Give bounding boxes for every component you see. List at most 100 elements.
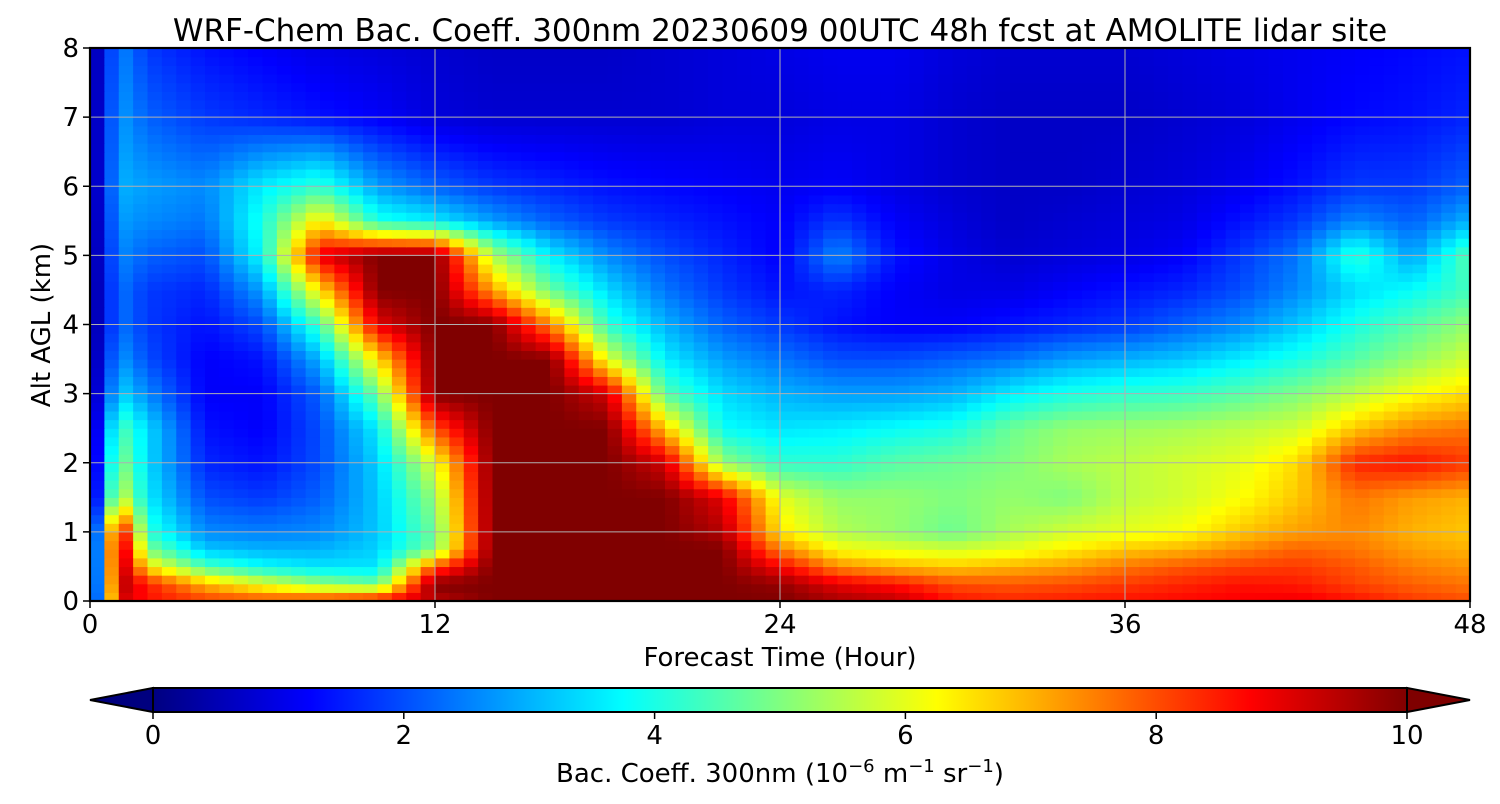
heatmap-cell <box>880 289 896 300</box>
heatmap-cell <box>780 393 795 403</box>
heatmap-cell <box>593 359 609 369</box>
heatmap-cell <box>1096 523 1112 533</box>
heatmap-cell <box>1211 488 1227 498</box>
heatmap-cell <box>923 350 939 360</box>
heatmap-cell <box>550 462 565 472</box>
heatmap-cell <box>1283 384 1299 395</box>
heatmap-cell <box>291 445 307 455</box>
heatmap-cell <box>377 333 393 343</box>
heatmap-cell <box>794 566 810 576</box>
heatmap-cell <box>1426 341 1442 352</box>
heatmap-cell <box>1398 289 1414 300</box>
heatmap-cell <box>550 160 565 170</box>
heatmap-cell <box>607 289 623 300</box>
heatmap-cell <box>1038 592 1054 601</box>
heatmap-cell <box>363 298 379 308</box>
heatmap-cell <box>463 350 479 360</box>
heatmap-cell <box>1125 445 1140 455</box>
heatmap-cell <box>104 384 120 395</box>
heatmap-cell <box>219 419 235 429</box>
heatmap-cell <box>104 575 120 585</box>
heatmap-cell <box>1225 445 1241 455</box>
heatmap-cell <box>1369 488 1385 498</box>
heatmap-cell <box>665 194 680 205</box>
heatmap-cell <box>1283 523 1299 533</box>
heatmap-cell <box>880 428 896 438</box>
heatmap-cell <box>1398 220 1414 231</box>
heatmap-cell <box>736 523 752 533</box>
heatmap-cell <box>391 203 407 213</box>
heatmap-cell <box>966 359 982 369</box>
heatmap-cell <box>1254 436 1270 447</box>
heatmap-cell <box>751 445 767 455</box>
heatmap-cell <box>1283 419 1299 429</box>
heatmap-cell <box>449 246 465 256</box>
heatmap-cell <box>133 350 149 360</box>
heatmap-cell <box>550 445 565 455</box>
heatmap-cell <box>722 350 738 360</box>
heatmap-cell <box>981 315 997 326</box>
heatmap-cell <box>1225 393 1241 403</box>
heatmap-cell <box>1240 151 1255 161</box>
heatmap-cell <box>506 289 522 300</box>
heatmap-cell <box>463 376 479 386</box>
heatmap-cell <box>406 428 422 438</box>
heatmap-cell <box>693 557 709 568</box>
heatmap-cell <box>923 307 939 317</box>
heatmap-cell <box>1139 454 1155 464</box>
heatmap-cell <box>851 246 867 256</box>
heatmap-cell <box>1441 488 1457 498</box>
heatmap-cell <box>1355 497 1370 507</box>
heatmap-cell <box>1412 212 1428 222</box>
heatmap-cell <box>133 419 149 429</box>
heatmap-cell <box>449 341 465 352</box>
heatmap-cell <box>722 557 738 568</box>
heatmap-cell <box>506 575 522 585</box>
heatmap-cell <box>1225 194 1241 205</box>
heatmap-cell <box>1096 488 1112 498</box>
heatmap-cell <box>449 436 465 447</box>
heatmap-cell <box>1297 307 1313 317</box>
heatmap-cell <box>1240 376 1255 386</box>
heatmap-cell <box>90 212 105 222</box>
heatmap-cell <box>636 488 652 498</box>
heatmap-cell <box>320 384 335 395</box>
heatmap-cell <box>205 168 220 179</box>
heatmap-cell <box>1268 289 1284 300</box>
heatmap-cell <box>621 315 637 326</box>
heatmap-cell <box>780 549 795 559</box>
heatmap-cell <box>90 289 105 300</box>
heatmap-cell <box>866 557 882 568</box>
heatmap-cell <box>1096 220 1112 231</box>
heatmap-cell <box>578 298 594 308</box>
heatmap-cell <box>1340 168 1356 179</box>
heatmap-cell <box>1010 272 1025 282</box>
heatmap-cell <box>90 436 105 447</box>
heatmap-cell <box>348 471 364 481</box>
heatmap-cell <box>147 575 163 585</box>
heatmap-cell <box>765 402 781 412</box>
heatmap-cell <box>1225 410 1241 421</box>
heatmap-cell <box>219 168 235 179</box>
heatmap-cell <box>736 436 752 447</box>
heatmap-cell <box>794 177 810 187</box>
heatmap-cell <box>1398 549 1414 559</box>
heatmap-cell <box>1398 523 1414 533</box>
heatmap-cell <box>564 350 580 360</box>
heatmap-cell <box>578 341 594 352</box>
heatmap-cell <box>1010 549 1025 559</box>
heatmap-cell <box>1297 480 1313 490</box>
heatmap-cell <box>1383 592 1399 601</box>
heatmap-cell <box>233 341 249 352</box>
heatmap-cell <box>808 212 824 222</box>
heatmap-cell <box>248 549 264 559</box>
heatmap-cell <box>823 359 839 369</box>
heatmap-cell <box>679 359 695 369</box>
heatmap-cell <box>593 212 609 222</box>
heatmap-cell <box>693 264 709 274</box>
heatmap-cell <box>593 238 609 248</box>
heatmap-cell <box>506 384 522 395</box>
heatmap-cell <box>276 566 292 576</box>
heatmap-cell <box>1211 445 1227 455</box>
heatmap-cell <box>981 168 997 179</box>
